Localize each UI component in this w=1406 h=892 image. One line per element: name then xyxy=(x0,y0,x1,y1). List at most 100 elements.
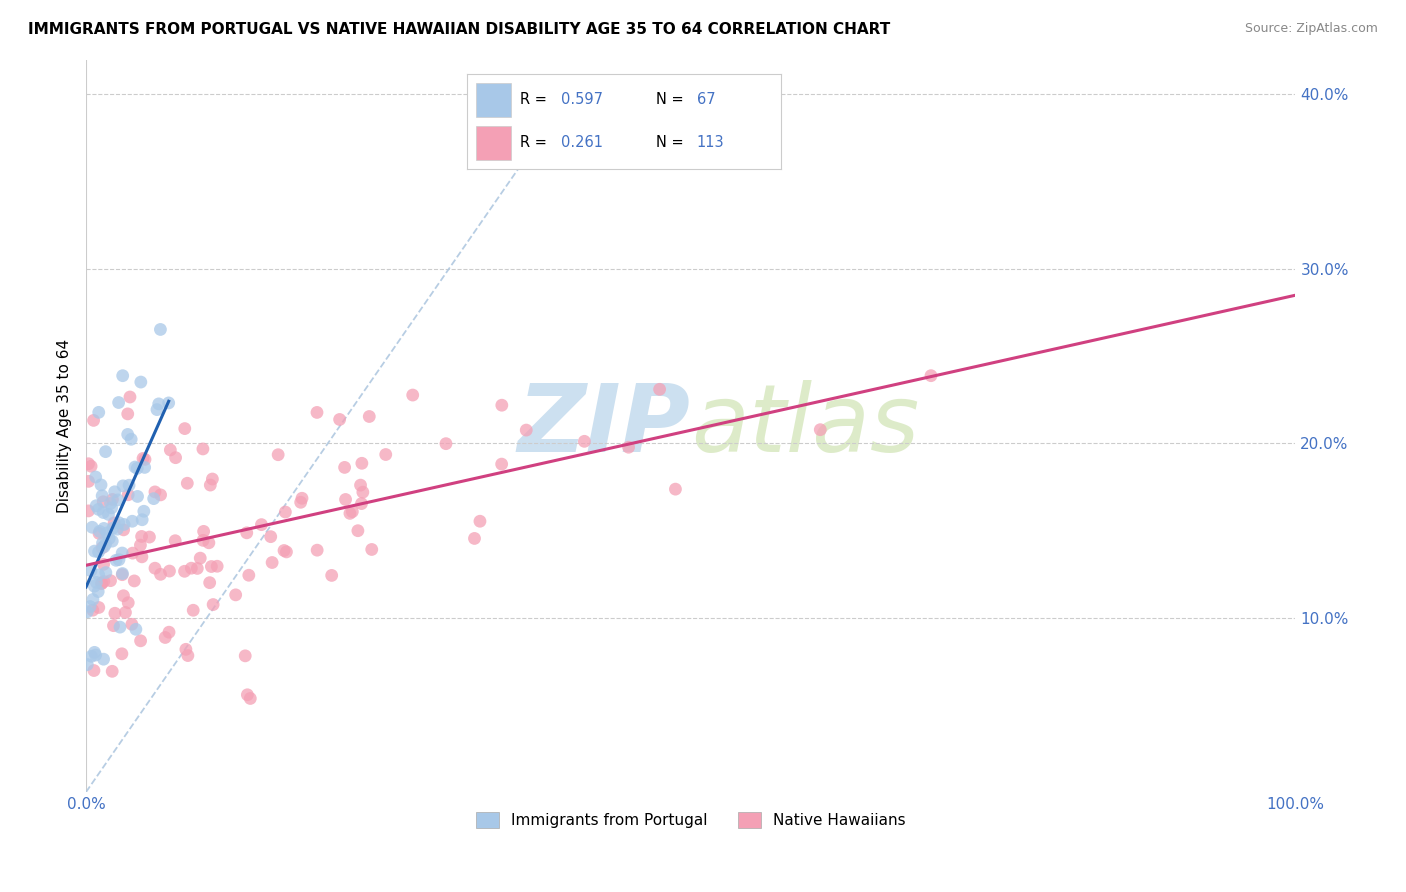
Point xyxy=(339,507,361,521)
Point xyxy=(77,475,100,489)
Point xyxy=(101,492,124,507)
Point xyxy=(117,407,139,421)
Point xyxy=(117,427,139,442)
Point xyxy=(173,421,195,435)
Point xyxy=(91,489,114,503)
Point xyxy=(124,460,146,475)
Point xyxy=(262,556,284,570)
Point xyxy=(111,567,134,582)
Point xyxy=(198,575,221,590)
Point xyxy=(94,444,117,458)
Point xyxy=(107,395,129,409)
Point xyxy=(98,532,121,546)
Point xyxy=(127,490,149,504)
Point xyxy=(124,574,146,588)
Point xyxy=(117,596,139,610)
Point xyxy=(648,382,671,396)
Point xyxy=(103,516,125,530)
Point xyxy=(132,451,155,466)
Point xyxy=(97,508,120,522)
Point xyxy=(91,536,114,550)
Point xyxy=(127,461,149,475)
Point xyxy=(80,564,103,578)
Point xyxy=(333,460,356,475)
Point xyxy=(107,516,129,530)
Point xyxy=(87,600,110,615)
Point xyxy=(129,375,152,389)
Point xyxy=(202,598,225,612)
Point xyxy=(290,495,312,509)
Point xyxy=(108,552,131,566)
Point xyxy=(87,567,110,582)
Point xyxy=(87,405,110,419)
Point xyxy=(134,452,156,467)
Point xyxy=(617,440,640,454)
Point xyxy=(342,505,364,519)
Point xyxy=(515,423,537,437)
Point xyxy=(82,592,104,607)
Point xyxy=(321,568,343,582)
Point xyxy=(83,544,105,558)
Point xyxy=(273,543,295,558)
Point xyxy=(93,540,115,554)
Point xyxy=(188,551,211,566)
Point xyxy=(120,432,142,446)
Point xyxy=(131,513,153,527)
Point xyxy=(276,545,298,559)
Point xyxy=(90,576,112,591)
Point xyxy=(89,524,111,539)
Point xyxy=(149,488,172,502)
Point xyxy=(91,494,114,508)
Point xyxy=(112,589,135,603)
Point xyxy=(491,457,513,471)
Point xyxy=(198,535,221,549)
Point xyxy=(90,478,112,492)
Point xyxy=(402,388,425,402)
Point xyxy=(112,479,135,493)
Point xyxy=(79,599,101,614)
Point xyxy=(225,588,247,602)
Point xyxy=(148,397,170,411)
Point xyxy=(112,523,135,537)
Point xyxy=(91,506,114,520)
Point xyxy=(193,524,215,539)
Point xyxy=(181,603,204,617)
Point xyxy=(180,561,202,575)
Point xyxy=(260,530,283,544)
Point xyxy=(118,390,141,404)
Point xyxy=(159,442,181,457)
Point xyxy=(84,648,107,662)
Point xyxy=(165,533,187,548)
Point xyxy=(96,525,118,540)
Point xyxy=(76,657,98,672)
Point xyxy=(108,620,131,634)
Point xyxy=(434,436,457,450)
Point xyxy=(114,606,136,620)
Point xyxy=(143,561,166,575)
Point xyxy=(574,434,596,449)
Text: Source: ZipAtlas.com: Source: ZipAtlas.com xyxy=(1244,22,1378,36)
Point xyxy=(83,664,105,678)
Point xyxy=(132,504,155,518)
Point xyxy=(173,564,195,578)
Point xyxy=(138,530,160,544)
Point xyxy=(87,502,110,516)
Point xyxy=(121,514,143,528)
Point xyxy=(374,448,396,462)
Point xyxy=(274,505,297,519)
Point xyxy=(165,450,187,465)
Point xyxy=(174,642,197,657)
Point xyxy=(267,448,290,462)
Point xyxy=(250,517,273,532)
Point xyxy=(107,492,129,507)
Point xyxy=(121,546,143,560)
Point xyxy=(104,607,127,621)
Point xyxy=(468,514,491,528)
Point xyxy=(91,541,114,555)
Point xyxy=(84,499,107,513)
Point xyxy=(131,549,153,564)
Point xyxy=(125,622,148,636)
Point xyxy=(159,564,181,578)
Point xyxy=(291,491,314,506)
Point xyxy=(82,520,104,534)
